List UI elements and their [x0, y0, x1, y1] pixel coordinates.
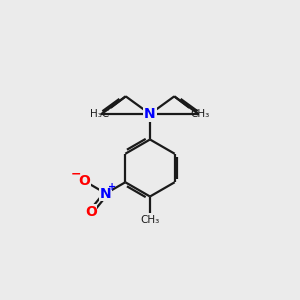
Text: +: +	[108, 182, 116, 192]
Text: O: O	[85, 205, 97, 219]
Text: N: N	[144, 107, 156, 121]
Text: CH₃: CH₃	[140, 215, 160, 225]
Text: H₃C: H₃C	[90, 109, 109, 119]
Text: O: O	[78, 174, 90, 188]
Text: CH₃: CH₃	[191, 109, 210, 119]
Text: N: N	[100, 187, 112, 200]
Text: −: −	[70, 168, 81, 181]
